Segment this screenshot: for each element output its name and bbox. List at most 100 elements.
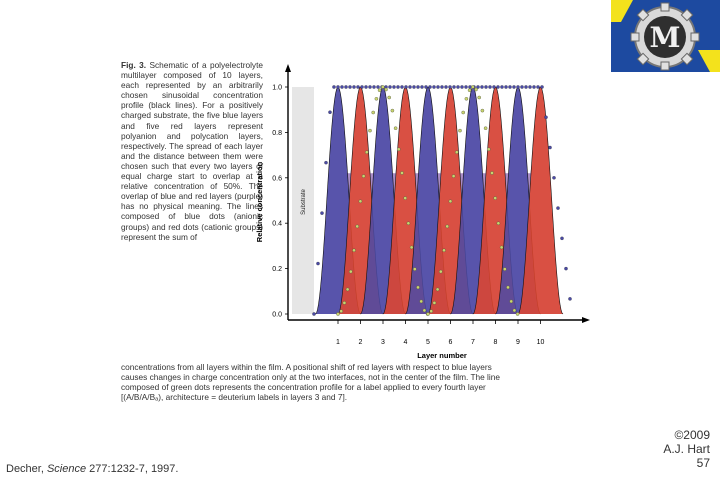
label-dot [371,110,375,115]
sum-dot [496,85,500,89]
label-dot [365,150,369,154]
label-dot [384,87,388,92]
label-dot [336,312,340,316]
x-tick-label: 9 [516,339,520,346]
sum-dot [328,110,332,114]
y-tick-label: 0.8 [272,130,282,137]
label-dot [455,150,459,154]
x-tick-label: 6 [449,339,453,346]
y-axis-arrow [285,64,291,72]
sum-dot [408,85,412,89]
label-dot [480,108,485,113]
sum-dot [444,85,448,89]
sum-dot [372,85,376,89]
sum-dot [356,85,360,89]
sum-dot [548,145,552,150]
sum-dot [560,236,564,241]
label-dot [419,299,423,304]
label-dot [393,126,398,130]
y-tick-label: 0.4 [272,221,282,228]
label-dot [474,87,478,92]
label-dot [506,285,510,290]
label-dot [377,88,382,92]
figure-caption: Fig. 3. Schematic of a polyelectrolyte m… [121,60,263,242]
sum-dot [516,85,520,89]
label-dot [361,174,366,178]
sum-dot [484,85,488,89]
sum-dot [500,85,504,89]
label-dot [461,110,465,115]
university-logo: M [611,0,720,72]
citation-author: Decher, [6,463,47,475]
sum-dot [488,85,492,89]
label-dot [397,147,401,152]
sum-dot [404,85,408,89]
substrate-label: Substrate [301,188,307,214]
label-dot [432,301,437,305]
sum-dot [368,85,372,89]
label-dot [490,171,494,175]
sum-dot [480,85,484,89]
label-dot [439,269,443,274]
x-tick-label: 10 [537,339,545,346]
label-dot [406,221,411,226]
x-tick-label: 4 [404,339,408,346]
sum-dot [348,85,352,89]
label-dot [464,97,469,101]
label-dot [413,267,417,271]
sum-dot [460,85,464,89]
caption-line: causes changes in charge concentration o… [121,372,500,383]
sum-dot [396,85,400,89]
label-dot [355,224,359,229]
x-axis-label: Layer number [417,351,467,360]
caption-line: composed of green dots represents the co… [121,382,486,393]
sum-dot [520,85,524,89]
sum-dot [352,85,356,89]
layer-10-profile [518,87,563,314]
sum-dot [452,85,456,89]
label-dot [493,196,497,200]
y-tick-label: 0.6 [272,175,282,182]
label-dot [352,248,356,253]
label-dot [381,85,385,89]
sum-dot [568,297,572,301]
label-dot [368,128,372,133]
sum-dot [512,85,516,89]
logo-letter: M [650,21,681,54]
label-dot [349,269,353,274]
label-dot [374,97,379,101]
concentration-chart: Substrate 0.00.20.40.60.81.01 2 3 4 5 6 7 8 9 10 … [255,64,590,360]
sum-dot [492,85,496,89]
sum-dot [392,85,396,89]
sum-dot [532,85,536,89]
label-dot [426,312,430,316]
label-dot [422,308,427,313]
sum-dot [508,85,512,89]
sum-dot [360,85,364,89]
slide-number: 57 [696,456,710,470]
sum-dot [556,206,560,210]
sum-dot [440,85,444,89]
author-name: A.J. Hart [663,442,710,456]
sum-dot [528,85,532,89]
copyright-year: ©2009 [674,428,710,442]
label-dot [509,299,513,304]
slide-credit: ©2009 A.J. Hart 57 [663,428,710,470]
x-tick-label: 3 [381,339,385,346]
x-tick-label: 8 [494,339,498,346]
sum-dot [324,160,328,165]
sum-dot [432,85,436,89]
sum-dot [544,115,548,120]
sum-dot [400,85,404,89]
label-dot [435,287,440,292]
label-dot [483,126,488,130]
sum-dot [524,85,528,89]
caption-line: concentrations from all layers within th… [121,362,492,372]
label-dot [358,199,363,204]
sum-dot [464,85,468,89]
sum-dot [540,85,544,89]
sum-dot [428,85,432,89]
label-dot [342,301,347,305]
label-dot [477,95,481,100]
label-dot [387,95,391,100]
